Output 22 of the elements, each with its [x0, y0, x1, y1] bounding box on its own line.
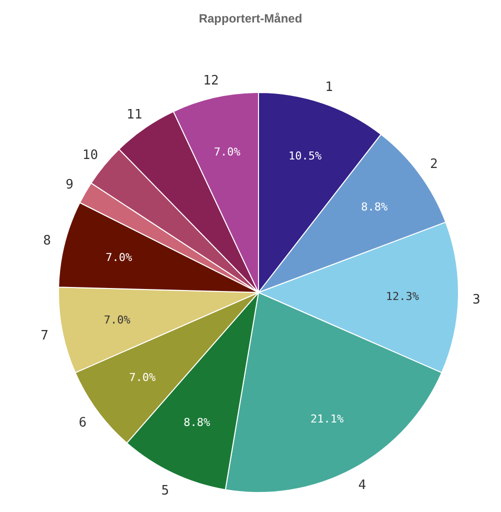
- slice-label: 9: [66, 178, 74, 193]
- data-label: 7.0%: [106, 250, 132, 264]
- chart-title: Rapportert-Måned: [198, 12, 302, 26]
- data-label: 8.8%: [361, 200, 388, 214]
- slice-label: 12: [203, 74, 219, 89]
- slice-label: 8: [43, 233, 51, 248]
- slice-label: 4: [358, 478, 366, 494]
- slice-label: 10: [82, 148, 98, 163]
- slice-label: 11: [126, 107, 142, 122]
- data-label: 12.3%: [386, 290, 420, 303]
- data-label: 8.8%: [184, 416, 210, 430]
- data-label: 7.0%: [129, 371, 156, 384]
- slice-label: 1: [325, 80, 333, 96]
- data-label: 21.1%: [310, 412, 344, 426]
- slice-label: 6: [78, 415, 87, 430]
- data-label: 7.0%: [104, 314, 131, 327]
- slice-label: 2: [430, 157, 438, 172]
- slice-label: 3: [472, 292, 480, 308]
- data-label: 10.5%: [288, 150, 322, 163]
- data-label: 7.0%: [214, 145, 241, 158]
- slice-label: 7: [40, 328, 48, 344]
- slice-label: 5: [161, 484, 170, 498]
